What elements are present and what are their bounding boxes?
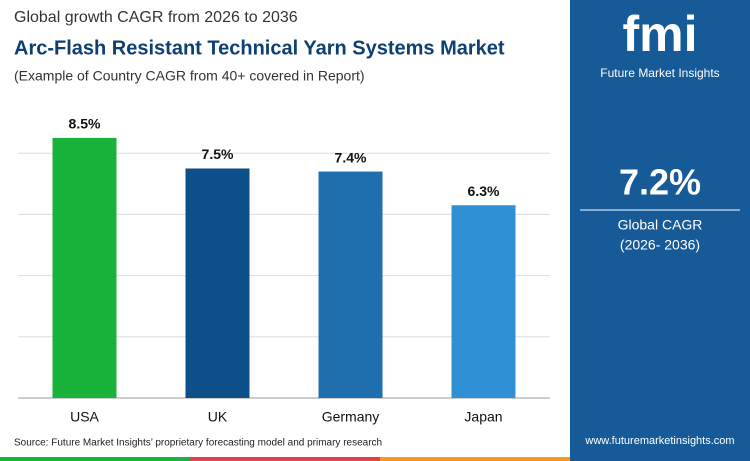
stat-label: Global CAGR [618,217,703,233]
side-panel [570,0,750,461]
stripe [380,457,570,461]
logo: fmi [623,6,698,62]
stripe [190,457,380,461]
source: Source: Future Market Insights’ propriet… [14,438,382,449]
brand: Future Market Insights [600,66,719,80]
value-label: 6.3% [468,183,500,199]
stat-period: (2026- 2036) [620,237,700,253]
bar [451,205,516,398]
stat: 7.2% [619,162,701,203]
x-tick-label: UK [208,409,228,425]
stripe [570,457,750,461]
chart-subtitle: (Example of Country CAGR from 40+ covere… [14,68,365,84]
chart-title: Arc-Flash Resistant Technical Yarn Syste… [14,37,505,59]
x-tick-label: Japan [464,409,502,425]
bar [318,171,383,398]
bar [52,137,117,398]
value-label: 7.5% [202,146,234,162]
x-tick-label: USA [70,409,99,425]
stripe [0,457,190,461]
url: www.futuremarketinsights.com [584,435,734,447]
value-label: 8.5% [69,116,101,132]
value-label: 7.4% [335,149,367,165]
x-tick-label: Germany [322,409,380,425]
pretitle: Global growth CAGR from 2026 to 2036 [14,9,298,26]
bar [185,168,250,398]
